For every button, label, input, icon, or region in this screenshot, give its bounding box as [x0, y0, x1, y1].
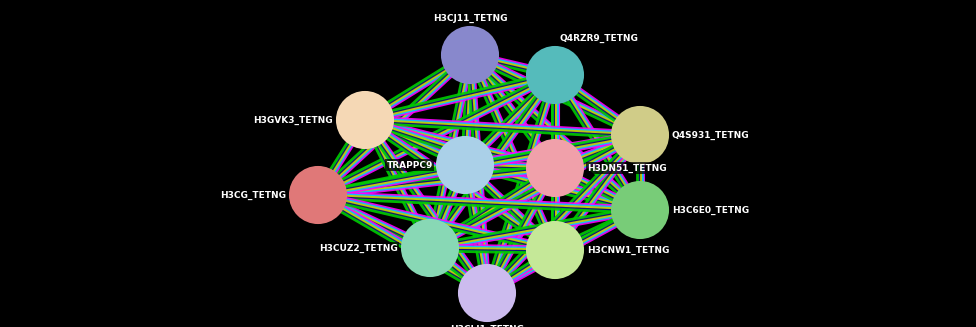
Text: H3GVK3_TETNG: H3GVK3_TETNG: [254, 115, 333, 125]
Text: H3CNW1_TETNG: H3CNW1_TETNG: [587, 246, 670, 255]
Text: H3CLI1_TETNG: H3CLI1_TETNG: [450, 325, 524, 327]
Text: H3CUZ2_TETNG: H3CUZ2_TETNG: [319, 243, 398, 252]
Circle shape: [527, 222, 583, 278]
Circle shape: [527, 47, 583, 103]
Circle shape: [402, 220, 458, 276]
Text: Q4S931_TETNG: Q4S931_TETNG: [672, 130, 750, 140]
Circle shape: [437, 137, 493, 193]
Circle shape: [527, 140, 583, 196]
Circle shape: [459, 265, 515, 321]
Text: H3DN51_TETNG: H3DN51_TETNG: [587, 164, 667, 173]
Text: H3C6E0_TETNG: H3C6E0_TETNG: [672, 205, 750, 215]
Text: H3CG_TETNG: H3CG_TETNG: [220, 190, 286, 199]
Circle shape: [612, 182, 668, 238]
Circle shape: [337, 92, 393, 148]
Circle shape: [612, 107, 668, 163]
Text: Q4RZR9_TETNG: Q4RZR9_TETNG: [560, 34, 639, 43]
Text: H3CJ11_TETNG: H3CJ11_TETNG: [432, 14, 508, 23]
Circle shape: [290, 167, 346, 223]
Circle shape: [442, 27, 498, 83]
Text: TRAPPC9: TRAPPC9: [386, 161, 433, 169]
